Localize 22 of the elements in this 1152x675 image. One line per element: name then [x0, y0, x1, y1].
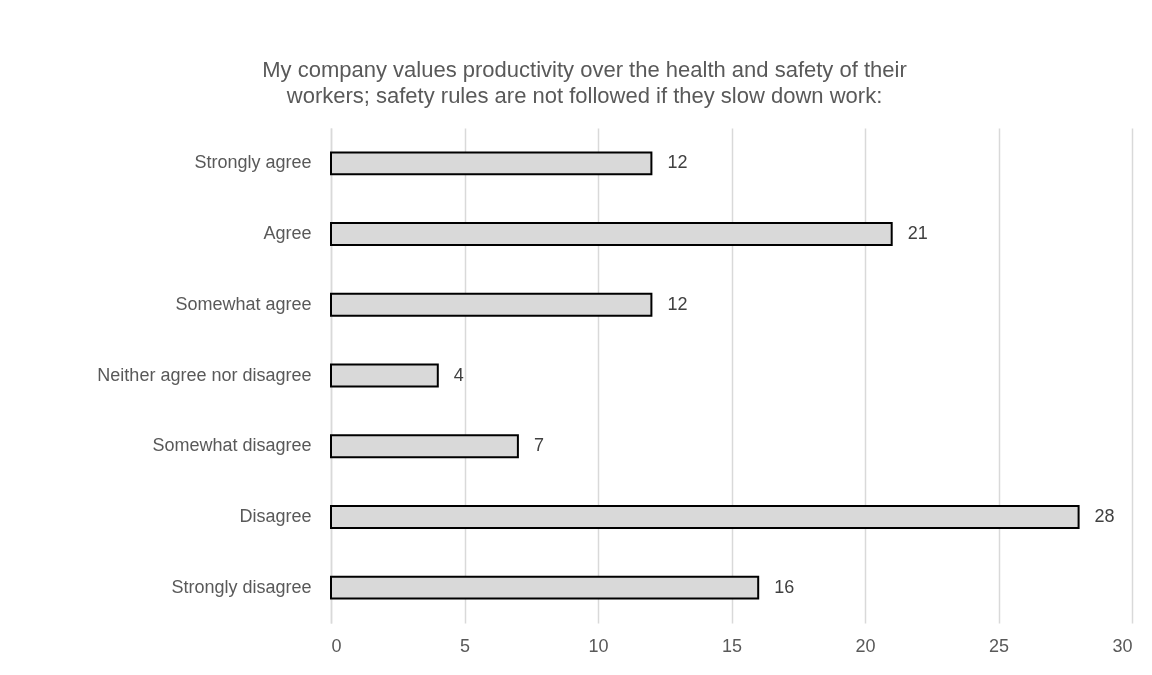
- y-tick-label: Neither agree nor disagree: [97, 364, 312, 385]
- data-label: 12: [667, 293, 688, 314]
- data-label: 28: [1094, 505, 1115, 526]
- y-tick-label: Agree: [263, 223, 312, 244]
- y-tick-label: Somewhat agree: [175, 293, 312, 314]
- data-label: 16: [774, 576, 795, 597]
- x-tick-label: 20: [855, 635, 876, 656]
- data-label: 21: [907, 223, 928, 244]
- y-tick-label: Disagree: [239, 505, 312, 526]
- data-label: 12: [667, 152, 688, 173]
- x-tick-label: 30: [1112, 635, 1133, 656]
- x-tick-label: 10: [588, 635, 609, 656]
- data-label: 4: [453, 364, 464, 385]
- y-tick-label: Somewhat disagree: [152, 435, 312, 456]
- chart-title: My company values productivity over the health and safety of their workers; safety rules are not followed if they slow down work:: [262, 57, 907, 108]
- x-tick-label: 25: [988, 635, 1010, 656]
- x-tick-label: 5: [459, 635, 471, 656]
- y-tick-label: Strongly agree: [194, 152, 312, 173]
- x-tick-label: 0: [331, 635, 342, 656]
- y-tick-label: Strongly disagree: [171, 576, 312, 597]
- x-tick-label: 15: [721, 635, 743, 656]
- data-label: 7: [533, 435, 544, 456]
